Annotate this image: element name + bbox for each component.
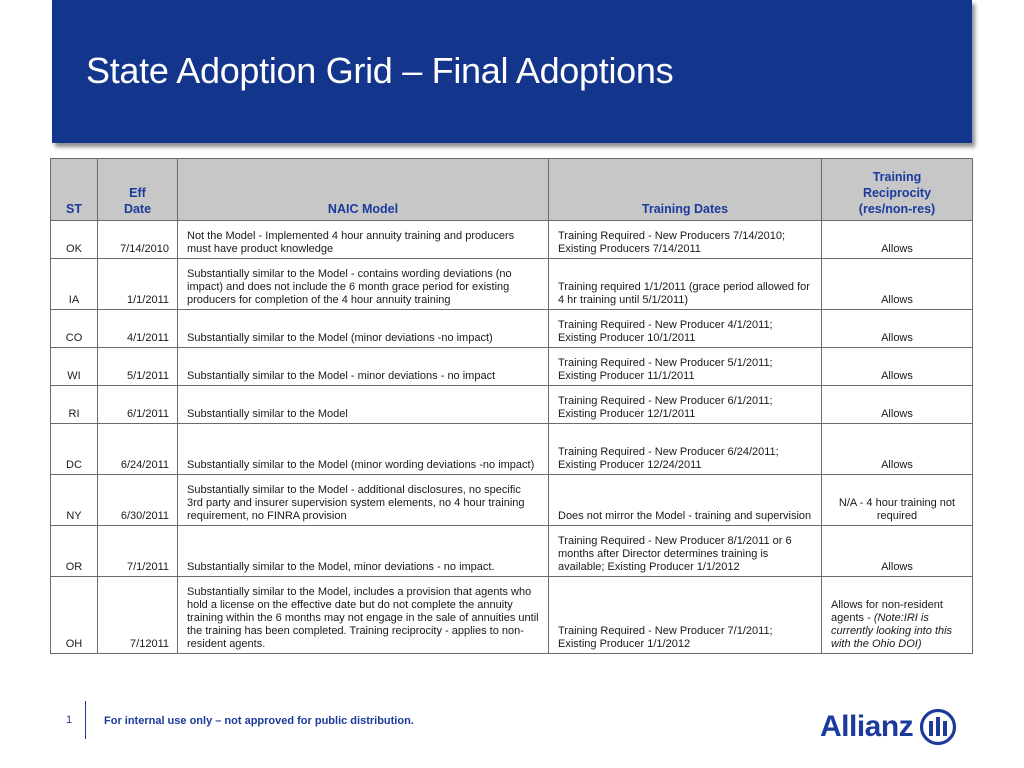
- cell-eff-date: 1/1/2011: [97, 258, 178, 310]
- cell-eff-date: 7/12011: [97, 576, 178, 654]
- cell-reciprocity: Allows: [821, 525, 973, 577]
- cell-state: OK: [50, 220, 98, 259]
- reciprocity-text: Allows for non-resident agents -: [831, 599, 943, 624]
- cell-state: WI: [50, 347, 98, 386]
- header-reciprocity: Training Reciprocity (res/non-res): [821, 158, 973, 221]
- cell-eff-date: 5/1/2011: [97, 347, 178, 386]
- cell-state: CO: [50, 309, 98, 348]
- cell-naic-model: Substantially similar to the Model (mino…: [177, 309, 549, 348]
- cell-reciprocity: N/A - 4 hour training not required: [821, 474, 973, 526]
- header-st: ST: [50, 158, 98, 221]
- cell-state: RI: [50, 385, 98, 424]
- cell-eff-date: 6/1/2011: [97, 385, 178, 424]
- cell-state: DC: [50, 423, 98, 475]
- cell-reciprocity: Allows: [821, 309, 973, 348]
- cell-state: OH: [50, 576, 98, 654]
- header-reciprocity-line2: Reciprocity: [862, 186, 932, 200]
- table-row: RI 6/1/2011 Substantially similar to the…: [50, 385, 973, 424]
- cell-training-dates: Training Required - New Producer 6/24/20…: [548, 423, 822, 475]
- cell-eff-date: 6/30/2011: [97, 474, 178, 526]
- reciprocity-note: (Note:IRI is currently looking into this…: [831, 612, 953, 650]
- cell-naic-model: Substantially similar to the Model - con…: [177, 258, 549, 310]
- cell-training-dates: Training Required - New Producer 7/1/201…: [548, 576, 822, 654]
- footer-divider: [85, 701, 86, 739]
- cell-reciprocity: Allows: [821, 385, 973, 424]
- table-row: OH 7/12011 Substantially similar to the …: [50, 576, 973, 654]
- cell-naic-model: Substantially similar to the Model: [177, 385, 549, 424]
- table-header-row: ST Eff Date NAIC Model Training Dates Tr…: [50, 158, 973, 221]
- cell-training-dates: Training Required - New Producer 4/1/201…: [548, 309, 822, 348]
- allianz-eagle-icon: [920, 708, 957, 746]
- cell-eff-date: 7/14/2010: [97, 220, 178, 259]
- cell-reciprocity: Allows: [821, 220, 973, 259]
- header-eff-date: Eff Date: [97, 158, 178, 221]
- table-row: OR 7/1/2011 Substantially similar to the…: [50, 525, 973, 577]
- logo-wordmark: Allianz: [820, 710, 914, 743]
- cell-state: NY: [50, 474, 98, 526]
- header-reciprocity-line3: (res/non-res): [858, 202, 936, 216]
- header-reciprocity-line1: Training: [872, 170, 922, 184]
- cell-reciprocity: Allows: [821, 423, 973, 475]
- header-eff-date-line1: Eff: [129, 186, 146, 200]
- cell-state: OR: [50, 525, 98, 577]
- allianz-logo: Allianz: [820, 707, 957, 747]
- cell-eff-date: 4/1/2011: [97, 309, 178, 348]
- cell-naic-model: Substantially similar to the Model, incl…: [177, 576, 549, 654]
- header-eff-date-line2: Date: [123, 202, 152, 216]
- cell-training-dates: Does not mirror the Model - training and…: [548, 474, 822, 526]
- cell-naic-model: Not the Model - Implemented 4 hour annui…: [177, 220, 549, 259]
- page-title: State Adoption Grid – Final Adoptions: [86, 50, 674, 91]
- cell-training-dates: Training required 1/1/2011 (grace period…: [548, 258, 822, 310]
- table-row: WI 5/1/2011 Substantially similar to the…: [50, 347, 973, 386]
- page-number: 1: [66, 714, 73, 726]
- cell-training-dates: Training Required - New Producer 8/1/201…: [548, 525, 822, 577]
- cell-training-dates: Training Required - New Producers 7/14/2…: [548, 220, 822, 259]
- cell-eff-date: 6/24/2011: [97, 423, 178, 475]
- header-naic-model: NAIC Model: [177, 158, 549, 221]
- cell-reciprocity: Allows: [821, 258, 973, 310]
- cell-reciprocity: Allows: [821, 347, 973, 386]
- adoption-table: ST Eff Date NAIC Model Training Dates Tr…: [50, 158, 973, 654]
- table-row: NY 6/30/2011 Substantially similar to th…: [50, 474, 973, 526]
- table-row: CO 4/1/2011 Substantially similar to the…: [50, 309, 973, 348]
- footer-disclaimer: For internal use only – not approved for…: [104, 715, 414, 727]
- table-row: IA 1/1/2011 Substantially similar to the…: [50, 258, 973, 310]
- table-row: DC 6/24/2011 Substantially similar to th…: [50, 423, 973, 475]
- title-band: State Adoption Grid – Final Adoptions: [52, 0, 972, 143]
- cell-naic-model: Substantially similar to the Model - add…: [177, 474, 549, 526]
- cell-naic-model: Substantially similar to the Model - min…: [177, 347, 549, 386]
- table-row: OK 7/14/2010 Not the Model - Implemented…: [50, 220, 973, 259]
- cell-training-dates: Training Required - New Producer 6/1/201…: [548, 385, 822, 424]
- cell-training-dates: Training Required - New Producer 5/1/201…: [548, 347, 822, 386]
- cell-reciprocity: Allows for non-resident agents - (Note:I…: [821, 576, 973, 654]
- cell-eff-date: 7/1/2011: [97, 525, 178, 577]
- cell-naic-model: Substantially similar to the Model (mino…: [177, 423, 549, 475]
- cell-state: IA: [50, 258, 98, 310]
- cell-naic-model: Substantially similar to the Model, mino…: [177, 525, 549, 577]
- header-training-dates: Training Dates: [548, 158, 822, 221]
